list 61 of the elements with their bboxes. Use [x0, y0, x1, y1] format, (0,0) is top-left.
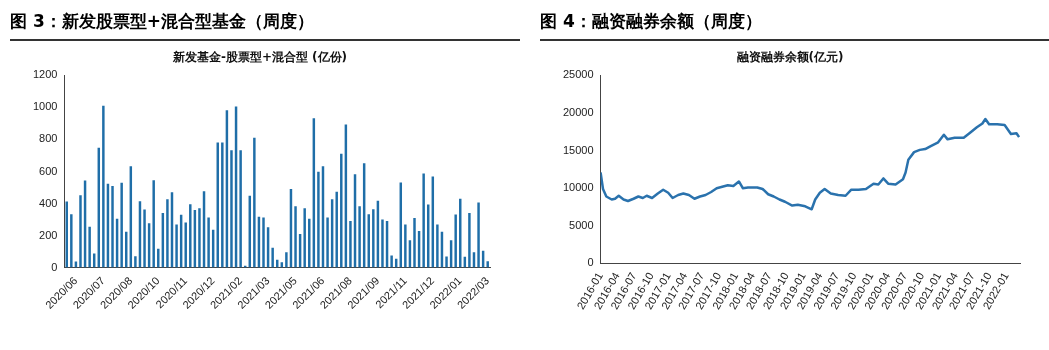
bar [120, 182, 123, 268]
bar [79, 195, 82, 268]
bar [390, 255, 393, 268]
bar [253, 137, 256, 268]
bar [166, 199, 169, 268]
y-tick-label: 5000 [569, 218, 594, 231]
bar [349, 221, 352, 268]
y-tick-label: 20000 [562, 106, 594, 119]
bar [372, 209, 375, 268]
bar [436, 224, 439, 268]
bar [358, 206, 361, 268]
bar [262, 217, 265, 268]
bar [317, 171, 320, 268]
bar [340, 153, 343, 268]
bar [477, 202, 480, 268]
bar [70, 214, 73, 268]
y-tick-label: 200 [39, 228, 58, 241]
bar [468, 213, 471, 268]
bar [271, 247, 274, 268]
y-tick-label: 15000 [562, 143, 594, 156]
bar [230, 150, 233, 268]
y-tick-label: 1200 [32, 68, 58, 81]
bar [88, 226, 91, 268]
bar [239, 150, 242, 268]
chart-title: 图 4：融资融券余额（周度） [540, 8, 1049, 41]
bar [326, 217, 329, 268]
bar [285, 252, 288, 268]
y-tick-label: 1000 [32, 100, 58, 113]
chart-title: 图 3：新发股票型+混合型基金（周度） [10, 8, 520, 41]
bar [445, 256, 448, 268]
bar [294, 206, 297, 268]
bar [157, 248, 160, 268]
bar [221, 142, 224, 268]
y-tick-label: 25000 [562, 68, 594, 81]
bar [308, 218, 311, 268]
bar [111, 185, 114, 268]
bar [189, 204, 192, 268]
bar [134, 256, 137, 268]
bar [404, 224, 407, 268]
bar [102, 105, 105, 268]
bar [303, 208, 306, 268]
bar [486, 261, 489, 268]
bar [381, 219, 384, 268]
bar [335, 191, 338, 268]
bar [198, 208, 201, 268]
y-tick-label: 0 [51, 260, 58, 273]
bar [175, 224, 178, 268]
y-tick-label: 800 [39, 132, 58, 145]
bar [207, 217, 210, 268]
chart-subtitle: 新发基金-股票型+混合型 (亿份) [171, 50, 348, 65]
bar [152, 180, 155, 268]
bar [184, 222, 187, 268]
bar [413, 217, 416, 268]
y-tick-label: 400 [39, 196, 58, 209]
chart-subtitle: 融资融券余额(亿元) [736, 50, 844, 65]
y-tick-label: 10000 [562, 181, 594, 194]
bar [422, 173, 425, 268]
bar [143, 209, 146, 268]
y-tick-label: 0 [587, 256, 594, 269]
bar [454, 214, 457, 268]
y-tick-label: 600 [39, 164, 58, 177]
